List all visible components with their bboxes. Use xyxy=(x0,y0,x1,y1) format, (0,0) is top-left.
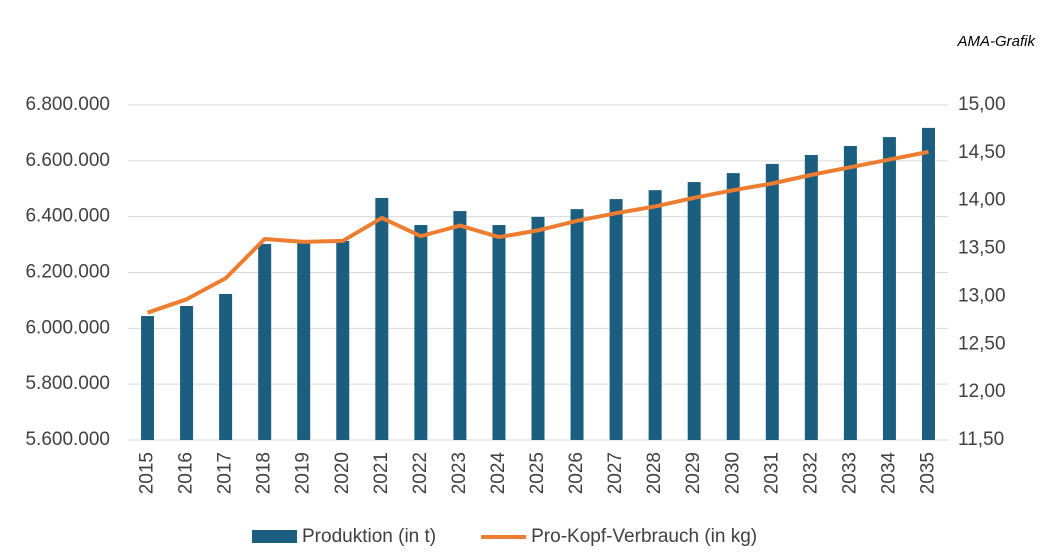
bar xyxy=(882,137,896,440)
bar xyxy=(804,154,818,441)
x-tick-label: 2032 xyxy=(800,452,821,494)
x-tick-label: 2015 xyxy=(137,452,158,494)
bar xyxy=(297,242,311,440)
x-tick-label: 2033 xyxy=(839,452,860,494)
x-tick-label: 2019 xyxy=(293,452,314,494)
x-tick-label: 2018 xyxy=(254,452,275,494)
x-tick-label: 2022 xyxy=(410,452,431,494)
y2-tick-label: 15,00 xyxy=(958,94,1006,115)
y-tick-label: 6.200.000 xyxy=(25,262,110,283)
y-tick-label: 5.800.000 xyxy=(25,373,110,394)
bar xyxy=(609,199,623,440)
bar xyxy=(570,209,584,440)
y2-tick-label: 14,50 xyxy=(958,142,1006,163)
bar xyxy=(687,182,701,441)
bar xyxy=(141,316,155,440)
y2-tick-label: 12,50 xyxy=(958,333,1006,354)
bar xyxy=(219,293,233,440)
line xyxy=(146,149,929,315)
x-tick-label: 2029 xyxy=(683,452,704,494)
bar xyxy=(414,225,428,440)
x-tick-label: 2028 xyxy=(644,452,665,494)
x-tick-label: 2025 xyxy=(527,452,548,494)
x-tick-label: 2024 xyxy=(488,452,509,495)
bar xyxy=(375,197,389,440)
y2-tick-label: 13,50 xyxy=(958,238,1006,259)
y-tick-label: 6.800.000 xyxy=(25,94,110,115)
y2-tick-label: 12,00 xyxy=(958,381,1006,402)
bar xyxy=(726,173,740,440)
x-tick-label: 2017 xyxy=(215,452,236,494)
x-tick-label: 2027 xyxy=(605,452,626,494)
bar xyxy=(648,190,662,440)
x-tick-label: 2031 xyxy=(761,452,782,494)
x-tick-label: 2016 xyxy=(176,452,197,494)
bar xyxy=(180,306,194,440)
x-tick-label: 2026 xyxy=(566,452,587,494)
annotation: AMA-Grafik xyxy=(956,33,1036,50)
x-tick-label: 2035 xyxy=(917,452,938,494)
bar xyxy=(453,211,467,440)
legend-label: Pro-Kopf-Verbrauch (in kg) xyxy=(531,526,757,547)
bar xyxy=(921,127,935,441)
bar xyxy=(765,163,779,440)
bar xyxy=(531,216,545,440)
bar xyxy=(336,240,350,440)
y-tick-label: 6.600.000 xyxy=(25,150,110,171)
x-tick-label: 2034 xyxy=(878,452,899,495)
y2-tick-label: 14,00 xyxy=(958,190,1006,211)
bar xyxy=(492,225,506,440)
x-tick-label: 2020 xyxy=(332,452,353,494)
y2-tick-label: 11,50 xyxy=(958,429,1004,450)
y2-tick-label: 13,00 xyxy=(958,285,1006,306)
legend-label: Produktion (in t) xyxy=(302,526,436,547)
bar xyxy=(258,244,272,440)
y-tick-label: 5.600.000 xyxy=(25,429,110,450)
y-tick-label: 6.400.000 xyxy=(25,206,110,227)
x-tick-label: 2023 xyxy=(449,452,470,494)
y-tick-label: 6.000.000 xyxy=(25,317,110,338)
x-tick-label: 2021 xyxy=(371,452,392,494)
x-tick-label: 2030 xyxy=(722,452,743,494)
legend-swatch xyxy=(252,530,297,543)
bar xyxy=(843,146,857,440)
